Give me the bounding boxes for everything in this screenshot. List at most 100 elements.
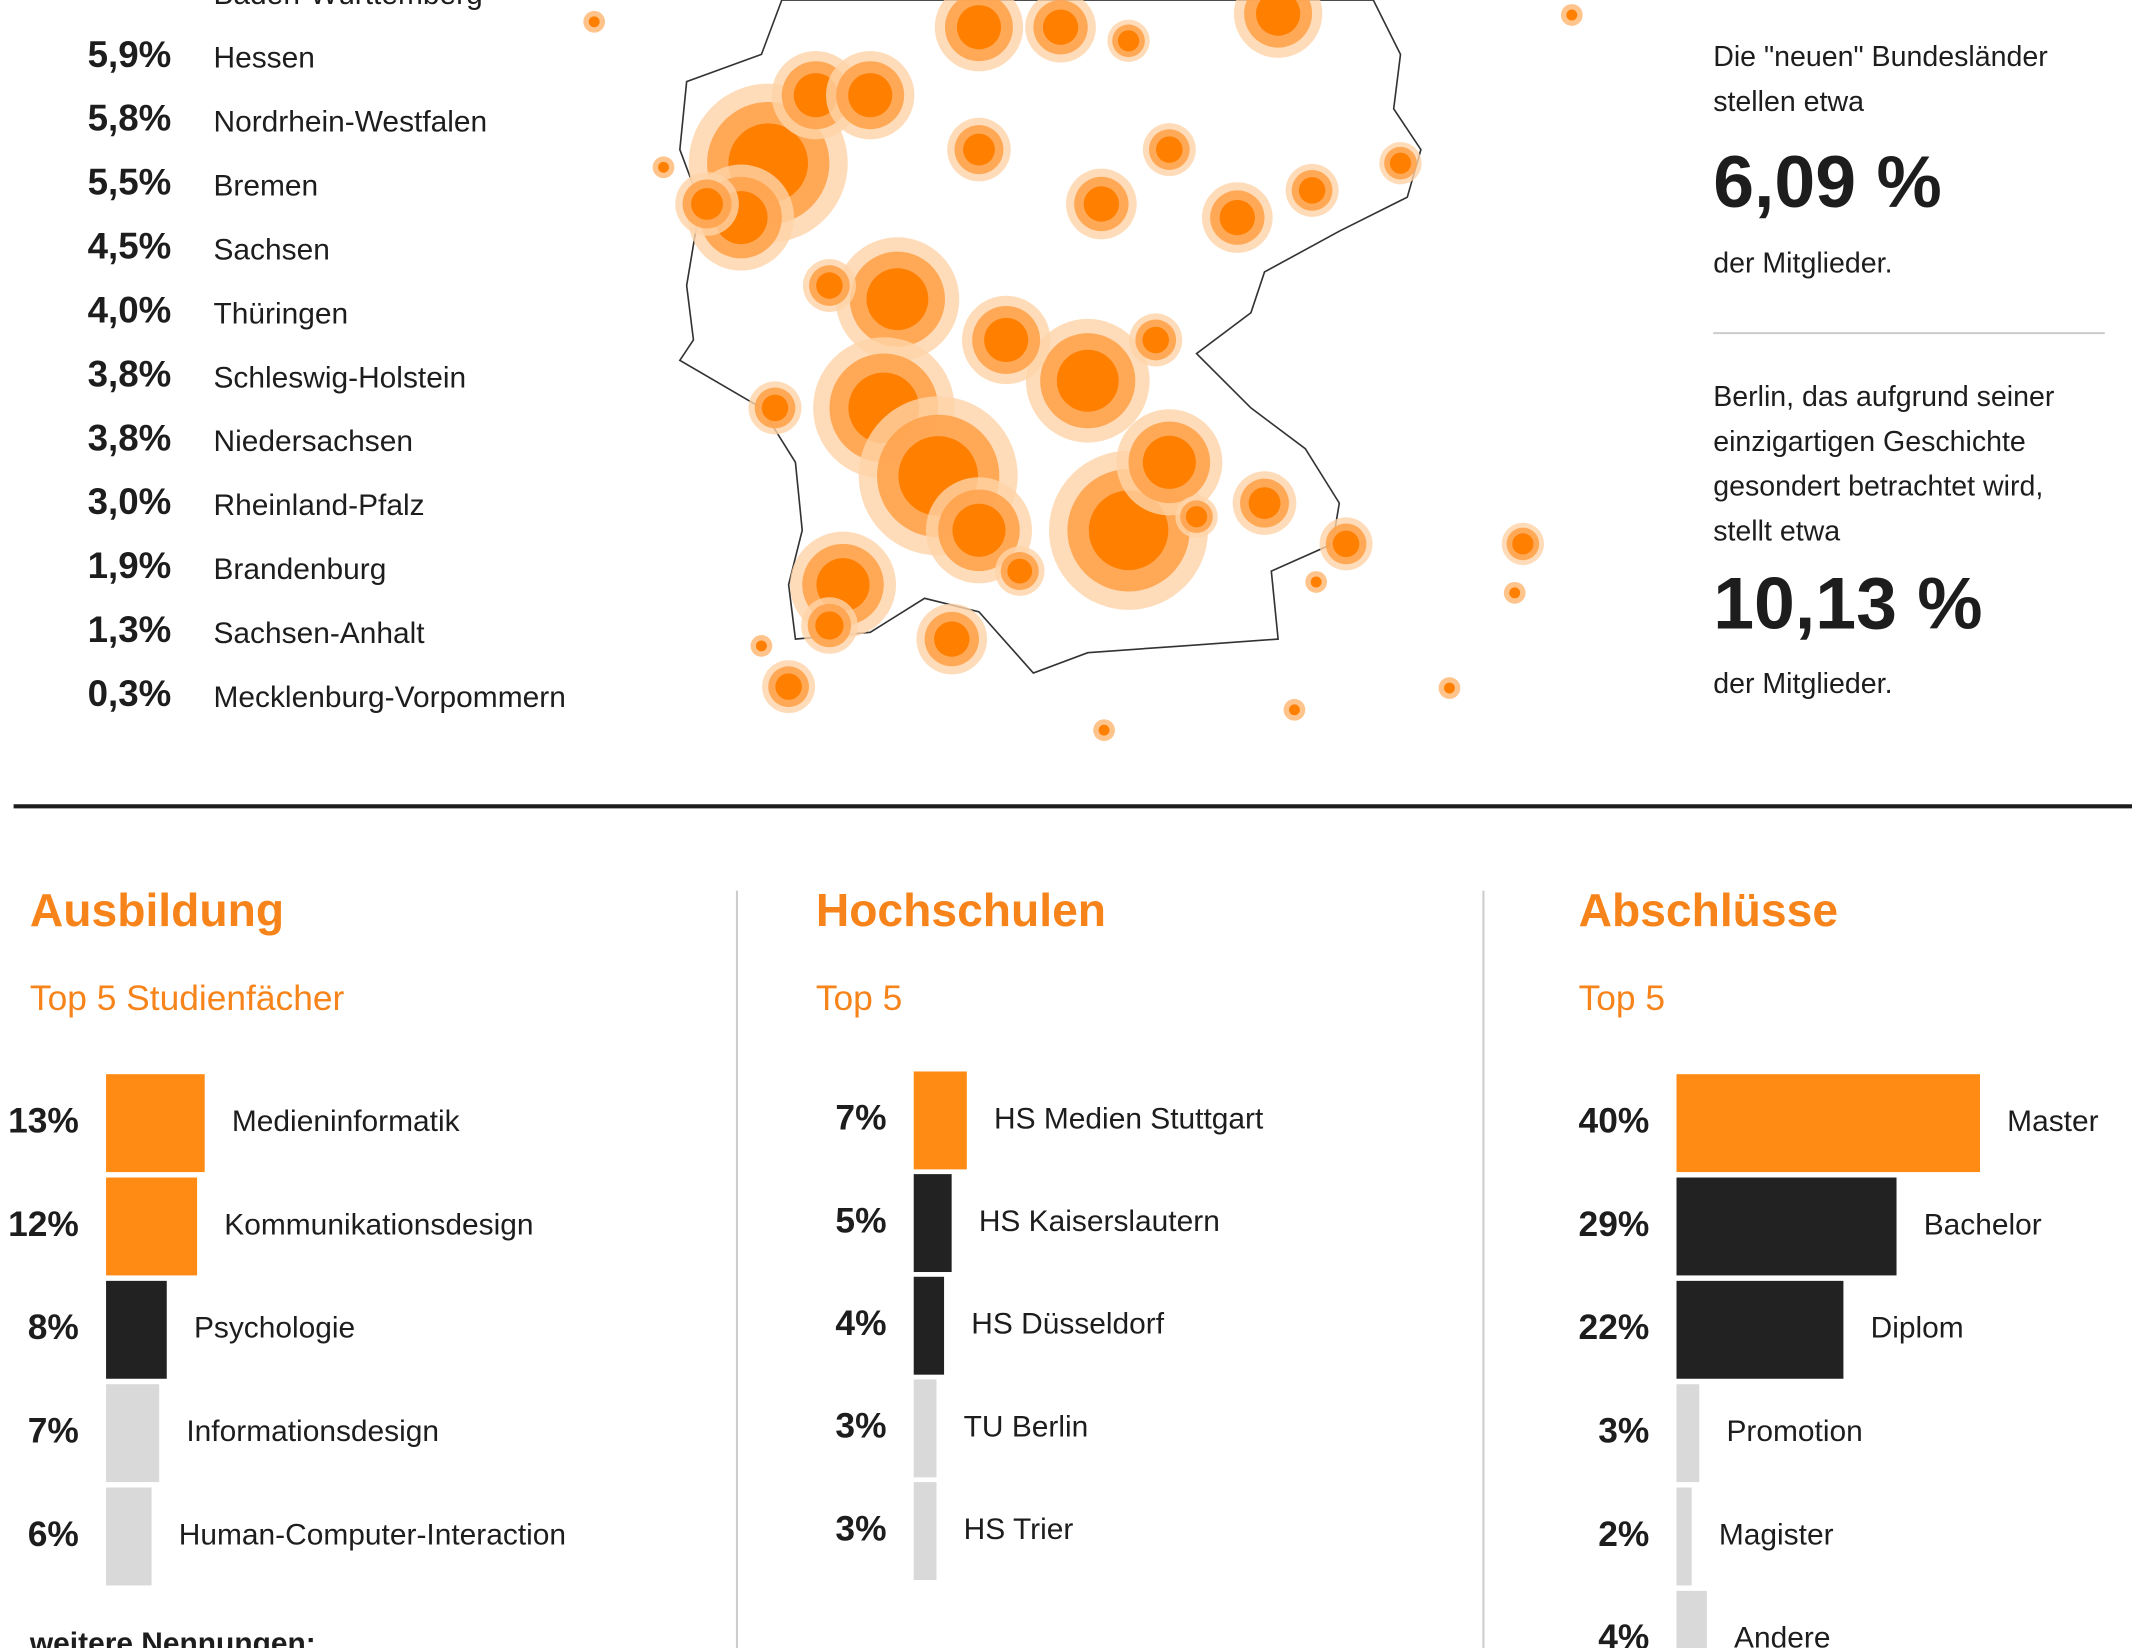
heat-blob xyxy=(691,188,723,220)
heat-blob xyxy=(1042,9,1079,45)
state-share: 3,8% xyxy=(88,417,172,458)
bar-value-label: 3% xyxy=(835,1407,886,1446)
bar xyxy=(1676,1487,1692,1586)
bar-value-label: 4% xyxy=(1598,1618,1649,1648)
bar-label: Magister xyxy=(1719,1518,1834,1551)
bar-label: Master xyxy=(2007,1105,2098,1138)
big-number: 10,13 % xyxy=(1713,563,1982,645)
bar xyxy=(913,1071,967,1170)
bar-label: HS Trier xyxy=(964,1513,1074,1546)
heat-blob xyxy=(934,621,970,657)
heat-blob xyxy=(848,73,893,118)
panel-subtitle: Top 5 Studienfächer xyxy=(30,979,345,1018)
big-number: 6,09 % xyxy=(1713,141,1942,223)
bar xyxy=(106,1487,152,1586)
heat-blob xyxy=(1007,558,1033,584)
bar-label: HS Kaiserslautern xyxy=(979,1205,1220,1238)
bar-value-label: 40% xyxy=(1579,1101,1650,1140)
heat-blob xyxy=(1156,136,1183,163)
bar xyxy=(913,1379,937,1478)
state-name: Brandenburg xyxy=(213,553,386,586)
heat-blob xyxy=(1389,152,1412,174)
bar-value-label: 6% xyxy=(28,1515,79,1554)
state-name: Rheinland-Pfalz xyxy=(213,489,424,522)
bar-value-label: 29% xyxy=(1579,1205,1650,1244)
bar xyxy=(106,1177,198,1276)
bar xyxy=(1676,1177,1897,1276)
note-text: Berlin, das aufgrund seiner xyxy=(1713,381,2055,413)
heat-blob xyxy=(1256,0,1301,36)
panel-title: Hochschulen xyxy=(816,884,1106,936)
state-share: 1,3% xyxy=(88,609,172,650)
state-share: 3,0% xyxy=(88,481,172,522)
bar xyxy=(1676,1590,1707,1648)
bar-label: Informationsdesign xyxy=(186,1415,439,1448)
heat-blob xyxy=(1332,530,1360,558)
state-share: 3,8% xyxy=(88,353,172,394)
map-outline xyxy=(678,0,1422,675)
bar-label: HS Medien Stuttgart xyxy=(994,1102,1264,1135)
heat-blob xyxy=(793,73,838,118)
note-text: gesondert betrachtet wird, xyxy=(1713,471,2043,503)
bar-label: Promotion xyxy=(1726,1415,1862,1448)
bar-value-label: 8% xyxy=(28,1308,79,1347)
heat-dot xyxy=(1288,704,1300,716)
state-share: 5,5% xyxy=(88,162,172,203)
bar-label: Kommunikationsdesign xyxy=(224,1208,533,1241)
bar xyxy=(913,1276,945,1375)
bar xyxy=(1676,1384,1700,1483)
bar-label: TU Berlin xyxy=(964,1410,1089,1443)
state-name: Mecklenburg-Vorpommern xyxy=(213,681,565,714)
heat-dot xyxy=(1566,9,1578,21)
heat-blob xyxy=(952,503,1006,557)
heat-blob xyxy=(1117,30,1140,52)
bar-value-label: 12% xyxy=(8,1205,79,1244)
heat-blob xyxy=(1083,186,1120,222)
heat-blob xyxy=(815,611,844,640)
state-share: 0,3% xyxy=(88,673,172,714)
state-name: Bremen xyxy=(213,170,318,203)
bar xyxy=(913,1174,952,1273)
state-name: Hessen xyxy=(213,42,314,75)
bar-label: Bachelor xyxy=(1924,1208,2042,1241)
note-text: Die "neuen" Bundesländer xyxy=(1713,41,2048,73)
bar-value-label: 22% xyxy=(1579,1308,1650,1347)
heat-blob xyxy=(866,268,929,331)
bar xyxy=(913,1482,937,1580)
bar xyxy=(106,1384,160,1483)
bar xyxy=(106,1074,205,1173)
bar xyxy=(1676,1074,1980,1173)
germany-map xyxy=(583,0,1583,742)
bar-label: Medieninformatik xyxy=(232,1105,460,1138)
bar xyxy=(106,1280,167,1379)
heat-dot xyxy=(1310,576,1322,588)
state-share: 5,8% xyxy=(88,98,172,139)
heat-blob xyxy=(761,394,789,422)
note-text: stellen etwa xyxy=(1713,86,1864,118)
heat-dot xyxy=(658,161,669,173)
state-name: Nordrhein-Westfalen xyxy=(213,106,487,139)
bar-value-label: 5% xyxy=(835,1201,886,1240)
heat-blob xyxy=(984,317,1029,363)
heat-dot xyxy=(755,640,767,652)
heat-blob xyxy=(1512,533,1534,555)
note-text: stellt etwa xyxy=(1713,516,1840,548)
bar-value-label: 3% xyxy=(835,1509,886,1548)
heat-blob xyxy=(956,5,1002,50)
heat-blob xyxy=(963,133,995,166)
heat-blob xyxy=(1219,199,1255,236)
heat-dot xyxy=(1443,682,1455,694)
bar-label: Diplom xyxy=(1871,1312,1964,1345)
bar-value-label: 4% xyxy=(835,1304,886,1343)
state-name: Thüringen xyxy=(213,297,348,330)
bar-label: Andere xyxy=(1734,1622,1830,1648)
panel-title: Ausbildung xyxy=(30,884,284,936)
bar-label: Human-Computer-Interaction xyxy=(179,1518,566,1551)
bar-label: HS Düsseldorf xyxy=(971,1308,1164,1341)
note-text: der Mitglieder. xyxy=(1713,248,1892,280)
bar-value-label: 2% xyxy=(1598,1515,1649,1554)
heat-dot xyxy=(588,16,600,28)
bar-value-label: 7% xyxy=(835,1099,886,1138)
state-name: Niedersachsen xyxy=(213,425,412,458)
